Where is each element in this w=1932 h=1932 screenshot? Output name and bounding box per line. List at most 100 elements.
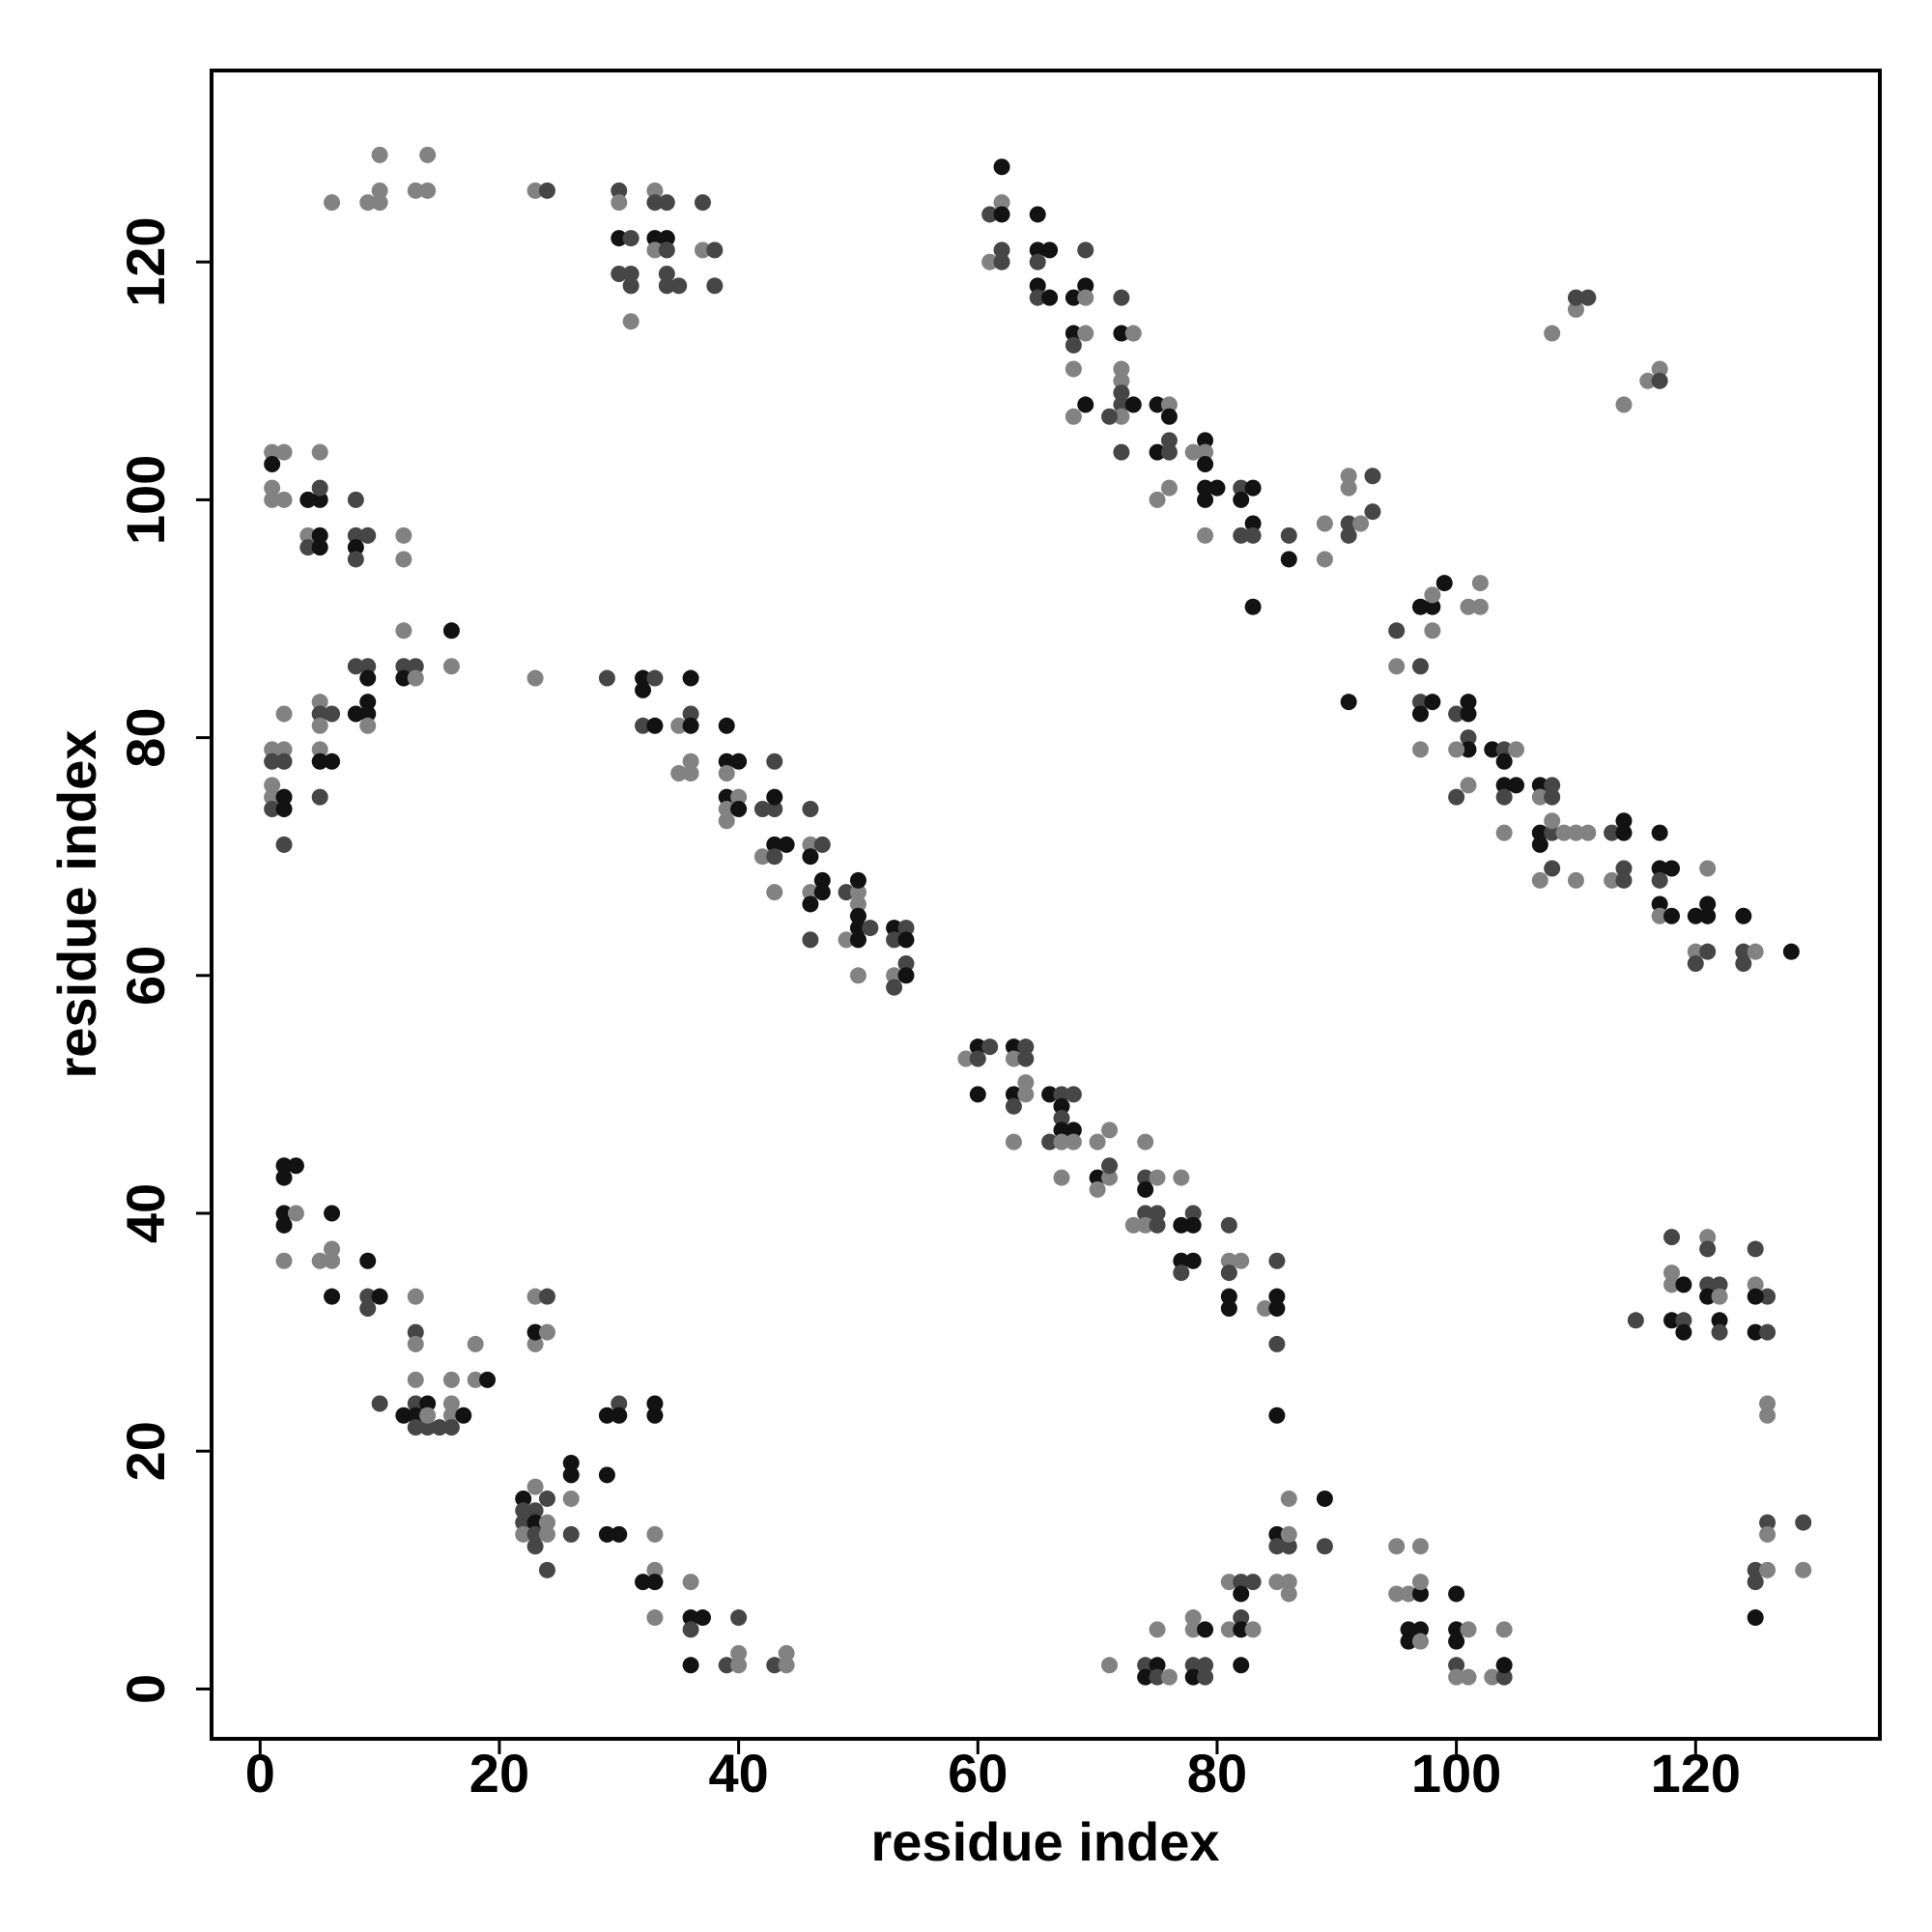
point [264,741,281,758]
point [1316,1538,1333,1555]
point [526,1502,544,1520]
point [1675,1323,1692,1341]
point [347,658,364,675]
point [311,491,328,508]
point [682,1609,699,1627]
point [658,194,675,212]
point [1699,1229,1717,1246]
point [1268,1406,1286,1424]
point [1759,1525,1776,1543]
point [1149,1205,1166,1222]
point [1424,598,1441,615]
point [1053,1133,1070,1151]
point [1651,907,1668,924]
point [407,1371,424,1388]
point [1113,360,1130,378]
point [347,551,364,568]
x-axis-title: residue index [870,1811,1219,1872]
point [993,206,1010,223]
point [311,443,328,461]
point [299,526,317,544]
point [1388,1538,1406,1555]
point [311,788,328,806]
point [264,455,281,472]
point [1244,1574,1262,1591]
point [407,1395,424,1412]
point [778,836,795,853]
point [1484,741,1501,758]
point [311,705,328,723]
point [1699,895,1717,913]
point [526,182,544,199]
point [562,1455,580,1472]
point [311,1252,328,1269]
point [1089,1169,1106,1186]
point [1065,1086,1082,1103]
point [598,1466,615,1484]
point [1173,1264,1190,1282]
point [1233,1252,1250,1269]
point [1197,455,1214,472]
point [407,1335,424,1352]
point [718,800,735,817]
point [1759,1406,1776,1424]
point [264,479,281,497]
point [611,1406,628,1424]
point [718,1657,735,1674]
point [1197,491,1214,508]
point [598,1406,615,1424]
point [359,658,377,675]
point [646,1406,664,1424]
point [670,717,688,734]
point [1149,443,1166,461]
point [1149,491,1166,508]
point [275,1216,293,1234]
point [1411,1538,1429,1555]
point [1411,1574,1429,1591]
point [299,539,317,556]
point [1411,1621,1429,1638]
point [1340,515,1357,532]
point [611,194,628,212]
point [1615,860,1633,877]
point [1029,277,1046,295]
y-tick-label: 0 [115,1674,176,1704]
point [981,206,999,223]
point [1460,1668,1477,1686]
point [1041,289,1059,306]
point [1495,777,1513,794]
point [1352,515,1370,532]
point [1531,777,1548,794]
point [359,717,377,734]
point [1639,372,1657,389]
point [611,266,628,283]
point [1388,622,1406,639]
point [658,230,675,247]
point [538,1514,555,1531]
point [706,277,724,295]
point [1005,1050,1022,1067]
point [1137,1169,1154,1186]
point [1555,824,1573,841]
point [766,884,783,901]
point [1017,1050,1035,1067]
point [1615,871,1633,889]
point [1280,1490,1297,1507]
point [802,931,819,949]
point [1053,1169,1070,1186]
point [275,1157,293,1175]
point [1184,443,1202,461]
point [1579,824,1597,841]
x-tick-label: 40 [708,1743,768,1804]
point [1663,907,1681,924]
point [766,788,783,806]
point [275,705,293,723]
point [1220,1288,1237,1305]
point [1089,1180,1106,1198]
point [646,669,664,687]
point [682,669,699,687]
point [1687,943,1704,960]
point [813,871,831,889]
point [993,253,1010,270]
point [1759,1395,1776,1412]
